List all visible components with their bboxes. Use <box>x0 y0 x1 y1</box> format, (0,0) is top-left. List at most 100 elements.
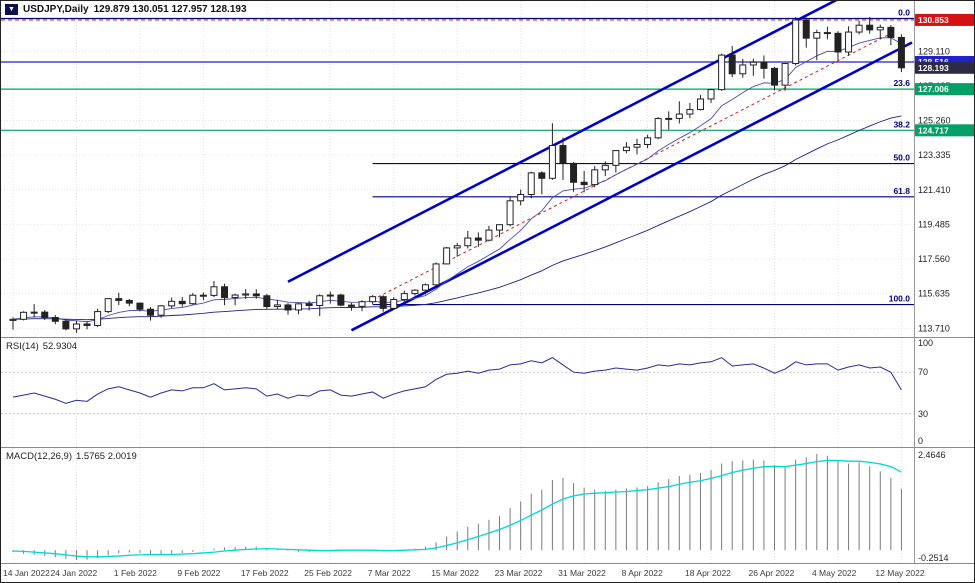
candle-body <box>813 32 821 39</box>
date-label: 7 Mar 2022 <box>367 568 411 578</box>
candle-body <box>866 24 874 31</box>
price-tag <box>915 83 974 96</box>
macd-axis-min: -0.2514 <box>918 553 949 563</box>
candle-body <box>263 295 271 308</box>
price-tag-label: 127.006 <box>918 84 949 94</box>
price-tag-label: 124.717 <box>918 125 949 135</box>
candle-body <box>675 113 683 119</box>
symbol-marker-icon: ▼ <box>5 4 18 15</box>
candle-body <box>718 54 726 91</box>
date-label: 24 Jan 2022 <box>50 568 98 578</box>
candle-body <box>115 298 123 301</box>
candle-body <box>527 172 535 195</box>
candle-body <box>411 289 419 295</box>
price-axis-separator[interactable] <box>914 1 915 564</box>
candle-body <box>295 303 303 311</box>
candle-body <box>644 137 652 145</box>
trend-channel-line[interactable] <box>372 33 892 301</box>
candle-body <box>443 247 451 265</box>
candle-body <box>845 31 853 53</box>
macd-canvas[interactable]: 2.4646 -0.2514 <box>1 448 975 564</box>
main-chart-canvas[interactable]: 129.110127.185125.260123.335121.410119.4… <box>1 1 975 338</box>
candle-body <box>538 172 546 179</box>
date-label: 26 Apr 2022 <box>748 568 795 578</box>
rsi-axis-label: 100 <box>918 338 933 348</box>
date-label: 23 Mar 2022 <box>494 568 543 578</box>
candle-body <box>654 118 662 139</box>
candle-body <box>506 200 514 226</box>
candle-body <box>432 263 440 286</box>
chart-symbol-period: USDJPY,Daily <box>23 4 89 15</box>
macd-label: MACD(12,26,9) <box>6 451 72 462</box>
price-axis-label: 117.560 <box>918 254 950 264</box>
candle-body <box>62 320 70 330</box>
candle-body <box>781 63 789 86</box>
date-axis[interactable]: 14 Jan 2022 24 Jan 2022 1 Feb 2022 9 Feb 20… <box>1 564 974 582</box>
rsi-line <box>12 357 902 404</box>
candle-body <box>496 224 504 231</box>
price-tag-label: 128.193 <box>918 63 949 73</box>
candle-body <box>421 284 429 291</box>
candle-body <box>210 286 218 296</box>
rsi-panel: 100 70 30 0 RSI(14) 52.9304 <box>1 338 975 448</box>
candle-body <box>51 317 59 322</box>
date-label: 1 Feb 2022 <box>113 568 157 578</box>
candle-body <box>464 237 472 247</box>
candle-body <box>94 311 102 326</box>
candle-body <box>369 296 377 303</box>
fib-level-label: 23.6 <box>893 78 910 88</box>
trend-channel-line[interactable] <box>287 1 912 283</box>
candle-body <box>633 143 641 148</box>
fib-level-label: 100.0 <box>889 294 911 304</box>
candle-body <box>104 298 112 313</box>
candle-body <box>9 318 17 321</box>
date-label: 15 Mar 2022 <box>431 568 479 578</box>
rsi-label: RSI(14) <box>6 341 39 352</box>
candle-body <box>305 303 313 306</box>
date-label: 8 Apr 2022 <box>621 568 663 578</box>
main-chart-panel: 129.110127.185125.260123.335121.410119.4… <box>1 1 975 338</box>
candle-body <box>739 64 747 75</box>
rsi-canvas[interactable]: 100 70 30 0 <box>1 338 975 448</box>
date-label: 18 Apr 2022 <box>685 568 731 578</box>
date-label: 4 May 2022 <box>811 568 857 578</box>
date-label: 25 Feb 2022 <box>304 568 353 578</box>
candle-body <box>347 304 355 307</box>
candle-body <box>252 293 260 297</box>
candle-body <box>242 293 250 296</box>
candle-body <box>897 36 905 69</box>
fib-level-label: 50.0 <box>893 153 910 163</box>
candle-body <box>199 294 207 297</box>
candle-body <box>379 296 387 309</box>
fib-level-label: 38.2 <box>893 119 910 129</box>
candle-body <box>30 311 38 314</box>
candle-body <box>231 294 239 299</box>
candle-body <box>707 89 715 100</box>
macd-panel: 2.4646 -0.2514 MACD(12,26,9) 1.5765 2.0019 <box>1 448 975 564</box>
candle-body <box>390 299 398 309</box>
candle-body <box>284 304 292 311</box>
price-axis-label: 129.110 <box>918 46 950 56</box>
date-label: 9 Feb 2022 <box>177 568 221 578</box>
candle-body <box>400 293 408 301</box>
price-axis-label: 115.635 <box>918 289 950 299</box>
price-axis-label: 121.410 <box>918 185 951 195</box>
candle-body <box>580 181 588 186</box>
rsi-axis-label: 30 <box>918 409 928 419</box>
macd-signal-line <box>12 459 902 558</box>
candle-body <box>792 19 800 65</box>
candle-body <box>453 245 461 249</box>
candle-body <box>749 61 757 66</box>
candle-body <box>485 229 493 241</box>
candle-body <box>72 323 80 330</box>
rsi-value: 52.9304 <box>42 341 78 352</box>
date-label: 14 Jan 2022 <box>3 568 50 578</box>
price-axis-label: 123.335 <box>918 150 951 160</box>
panel-divider <box>1 337 974 338</box>
candle-body <box>686 109 694 115</box>
candle-body <box>136 302 144 310</box>
candle-body <box>273 304 281 308</box>
candle-body <box>146 308 154 316</box>
macd-title: MACD(12,26,9) 1.5765 2.0019 <box>6 451 141 462</box>
